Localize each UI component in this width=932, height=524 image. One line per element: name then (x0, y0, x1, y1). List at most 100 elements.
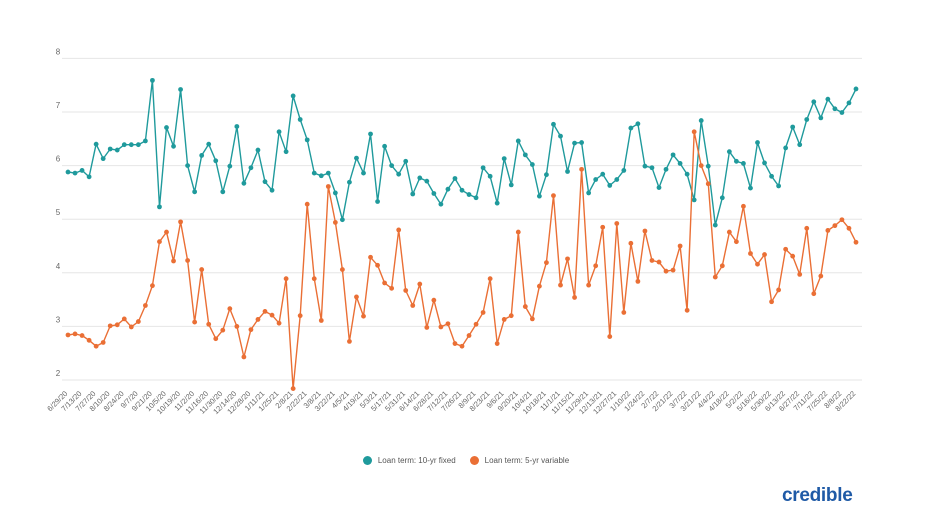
data-point[interactable] (86, 337, 92, 343)
data-point[interactable] (459, 343, 465, 349)
data-point[interactable] (741, 203, 746, 209)
data-point[interactable] (804, 117, 810, 122)
data-point[interactable] (171, 258, 176, 264)
data-point[interactable] (276, 129, 282, 135)
data-point[interactable] (586, 282, 592, 288)
data-point[interactable] (593, 177, 599, 182)
data-point[interactable] (670, 267, 676, 273)
data-point[interactable] (480, 310, 486, 315)
data-point[interactable] (790, 253, 796, 259)
data-point[interactable] (628, 125, 634, 131)
data-point[interactable] (164, 125, 169, 130)
data-point[interactable] (818, 273, 824, 279)
data-point[interactable] (586, 190, 592, 196)
data-point[interactable] (121, 142, 127, 148)
data-point[interactable] (790, 124, 796, 130)
data-point[interactable] (445, 186, 451, 192)
data-point[interactable] (424, 178, 430, 184)
data-point[interactable] (332, 220, 338, 225)
data-point[interactable] (128, 142, 134, 148)
data-point[interactable] (726, 229, 732, 235)
data-point[interactable] (157, 239, 162, 245)
data-point[interactable] (403, 288, 409, 293)
data-point[interactable] (508, 313, 514, 319)
data-point[interactable] (628, 240, 634, 246)
data-point[interactable] (769, 173, 774, 179)
data-point[interactable] (382, 143, 388, 149)
data-point[interactable] (290, 386, 296, 391)
data-point[interactable] (192, 189, 198, 195)
data-point[interactable] (515, 138, 521, 144)
data-point[interactable] (579, 166, 585, 172)
data-point[interactable] (79, 168, 85, 173)
data-point[interactable] (354, 155, 359, 161)
data-point[interactable] (135, 142, 141, 148)
data-point[interactable] (712, 274, 718, 280)
data-point[interactable] (220, 189, 226, 195)
data-point[interactable] (529, 316, 535, 322)
data-point[interactable] (839, 110, 845, 115)
data-point[interactable] (762, 252, 767, 257)
data-point[interactable] (719, 195, 725, 201)
data-point[interactable] (368, 254, 373, 260)
data-point[interactable] (114, 147, 120, 153)
data-point[interactable] (536, 283, 542, 289)
data-point[interactable] (403, 158, 409, 164)
data-point[interactable] (135, 319, 141, 324)
data-point[interactable] (565, 256, 570, 262)
data-point[interactable] (832, 106, 838, 112)
data-point[interactable] (297, 313, 303, 319)
data-point[interactable] (677, 161, 683, 166)
data-point[interactable] (304, 201, 310, 207)
data-point[interactable] (755, 261, 760, 267)
data-point[interactable] (431, 297, 437, 303)
data-point[interactable] (452, 341, 458, 346)
data-point[interactable] (649, 165, 655, 171)
data-point[interactable] (283, 276, 289, 282)
data-point[interactable] (684, 171, 690, 177)
data-point[interactable] (192, 319, 198, 325)
data-point[interactable] (741, 161, 746, 166)
data-point[interactable] (466, 333, 472, 338)
data-point[interactable] (325, 170, 331, 176)
data-point[interactable] (607, 334, 613, 339)
data-point[interactable] (213, 336, 219, 342)
data-point[interactable] (445, 321, 451, 327)
data-point[interactable] (804, 225, 810, 231)
data-point[interactable] (572, 140, 577, 146)
data-point[interactable] (199, 267, 205, 272)
data-point[interactable] (234, 124, 240, 129)
data-point[interactable] (206, 141, 212, 147)
data-point[interactable] (572, 295, 577, 300)
data-point[interactable] (797, 142, 803, 148)
data-point[interactable] (726, 149, 732, 155)
data-point[interactable] (227, 163, 233, 169)
data-point[interactable] (565, 169, 570, 174)
data-point[interactable] (473, 195, 479, 201)
data-point[interactable] (621, 310, 627, 315)
data-point[interactable] (558, 282, 563, 288)
data-point[interactable] (248, 165, 254, 171)
data-point[interactable] (776, 183, 782, 189)
data-point[interactable] (86, 174, 92, 180)
data-point[interactable] (438, 201, 444, 207)
data-point[interactable] (607, 183, 613, 188)
data-point[interactable] (339, 267, 345, 272)
data-point[interactable] (150, 283, 155, 289)
data-point[interactable] (283, 149, 289, 155)
data-point[interactable] (649, 258, 655, 263)
data-point[interactable] (494, 200, 500, 206)
data-point[interactable] (339, 217, 345, 223)
data-point[interactable] (121, 316, 127, 322)
data-point[interactable] (811, 99, 817, 105)
data-point[interactable] (361, 170, 366, 176)
data-point[interactable] (262, 179, 268, 185)
data-point[interactable] (656, 259, 662, 265)
data-point[interactable] (494, 341, 500, 346)
data-point[interactable] (705, 163, 711, 169)
data-point[interactable] (558, 133, 563, 139)
data-point[interactable] (480, 165, 486, 171)
data-point[interactable] (396, 171, 402, 177)
data-point[interactable] (677, 243, 683, 249)
data-point[interactable] (255, 147, 261, 153)
